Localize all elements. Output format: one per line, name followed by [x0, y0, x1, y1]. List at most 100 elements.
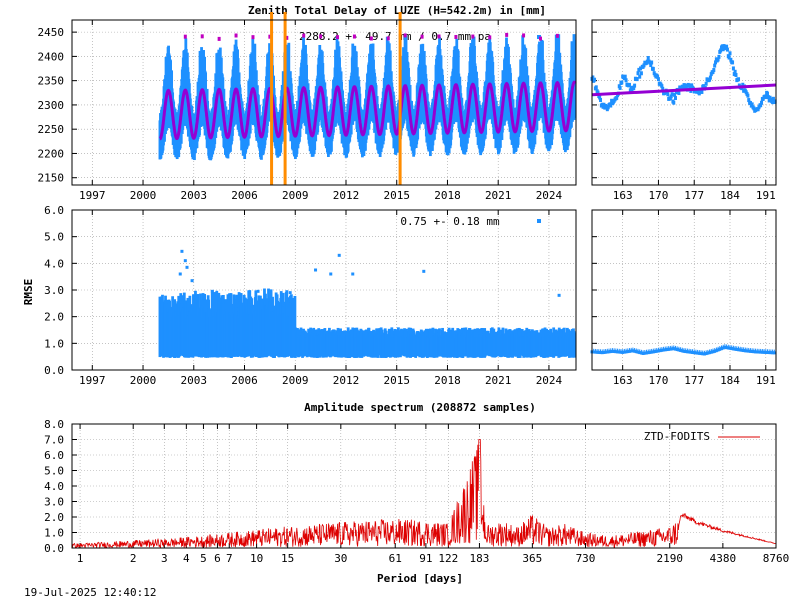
- rmse-recent-point: [616, 350, 620, 354]
- ztd-recent-point: [704, 81, 708, 86]
- ztd-recent-point: [661, 86, 665, 91]
- rmse-main-frame: [71, 209, 577, 371]
- spectrum-y-tick-label: 5.0: [44, 465, 64, 478]
- ztd-recent-point: [618, 85, 622, 90]
- ztd-main-x-tick-label: 2012: [333, 189, 360, 202]
- rmse-stats-annotation: 0.75 +- 0.18 mm: [400, 215, 500, 228]
- ztd-recent-point: [734, 72, 738, 77]
- rmse-recent-point: [599, 351, 603, 355]
- ztd-recent-point: [629, 85, 633, 90]
- rmse-recent-point: [592, 350, 596, 354]
- rmse-main-x-tick-label: 2006: [231, 374, 258, 387]
- rmse-outlier-point: [224, 299, 228, 303]
- ztd-recent-x-tick-label: 163: [613, 189, 633, 202]
- ztd-recent-point: [642, 63, 646, 68]
- ztd-recent-point: [725, 44, 729, 49]
- rmse-recent-point: [721, 346, 725, 350]
- ztd-recent-point: [733, 69, 737, 74]
- ztd-outlier-point: [538, 36, 542, 41]
- spectrum-x-tick-label: 2190: [656, 552, 683, 565]
- ztd-main-x-tick-label: 2024: [536, 189, 563, 202]
- spectrum-y-tick-label: 2.0: [44, 511, 64, 524]
- rmse-main-x-tick-label: 2000: [130, 374, 157, 387]
- ztd-recent-point: [636, 71, 640, 76]
- ztd-recent-point: [714, 60, 718, 65]
- rmse-recent-point: [612, 350, 616, 354]
- ztd-recent-point: [766, 95, 770, 100]
- rmse-recent-point: [660, 348, 664, 352]
- ztd-recent-point: [697, 91, 701, 96]
- rmse-recent-point: [726, 346, 730, 350]
- spectrum-title: Amplitude spectrum (208872 samples): [304, 401, 536, 414]
- ztd-main-y-tick-label: 2250: [38, 123, 65, 136]
- rmse-recent-point: [769, 351, 773, 355]
- spectrum-y-tick-label: 6.0: [44, 449, 64, 462]
- rmse-recent-point: [713, 349, 717, 353]
- rmse-recent-point: [718, 347, 722, 351]
- rmse-recent-point: [771, 351, 775, 355]
- rmse-recent-point: [656, 349, 660, 353]
- ztd-recent-point: [673, 96, 677, 101]
- ztd-recent-point: [700, 89, 704, 94]
- ztd-recent-point: [648, 60, 652, 65]
- ztd-recent-point: [737, 77, 741, 82]
- spectrum-x-tick-label: 91: [419, 552, 432, 565]
- ztd-recent-point: [741, 82, 745, 87]
- spectrum-y-tick-label: 8.0: [44, 418, 64, 431]
- ztd-recent-point: [725, 47, 729, 52]
- ztd-outlier-point: [454, 34, 458, 39]
- ztd-model-curve: [159, 80, 577, 141]
- rmse-recent-point: [604, 350, 608, 354]
- spectrum-x-tick-label: 5: [200, 552, 207, 565]
- rmse-outlier-point: [288, 291, 292, 295]
- ztd-recent-frame: [591, 19, 777, 186]
- spectrum-x-tick-label: 1: [77, 552, 84, 565]
- ztd-outlier-point: [183, 34, 187, 39]
- rmse-recent-point: [765, 350, 769, 354]
- rmse-recent-point: [605, 350, 609, 354]
- rmse-main-x-tick-label: 2003: [181, 374, 208, 387]
- rmse-outlier-point: [280, 296, 284, 300]
- ztd-recent-point: [651, 66, 655, 71]
- ztd-recent-point: [600, 102, 604, 107]
- ztd-outlier-point: [268, 34, 272, 39]
- ztd-recent-point: [716, 57, 720, 62]
- rmse-outlier-point: [329, 272, 333, 276]
- rmse-recent-point: [733, 347, 737, 351]
- rmse-recent-point: [607, 350, 611, 354]
- rmse-main-y-tick-label: 4.0: [44, 257, 64, 270]
- spectrum-x-tick-label: 8760: [763, 552, 790, 565]
- ztd-main-x-tick-label: 2000: [130, 189, 157, 202]
- rmse-recent-point: [694, 351, 698, 355]
- rmse-main-y-tick-label: 5.0: [44, 231, 64, 244]
- ztd-recent-point: [632, 86, 636, 91]
- ztd-main-x-tick-label: 2006: [231, 189, 258, 202]
- rmse-recent-point: [719, 347, 723, 351]
- ztd-recent-point: [674, 90, 678, 95]
- rmse-recent-point: [600, 351, 604, 355]
- rmse-outlier-point: [183, 259, 187, 263]
- ztd-recent-point: [609, 103, 613, 108]
- ztd-recent-point: [746, 93, 750, 98]
- rmse-recent-point: [595, 350, 599, 354]
- spectrum-y-tick-label: 1.0: [44, 527, 64, 540]
- spectrum-x-tick-label: 183: [470, 552, 490, 565]
- rmse-recent-point: [745, 349, 749, 353]
- rmse-axis-label: RMSE: [22, 279, 35, 306]
- rmse-main-y-tick-label: 6.0: [44, 204, 64, 217]
- rmse-outlier-point: [256, 289, 260, 293]
- rmse-recent-point: [740, 348, 744, 352]
- rmse-recent-point: [747, 349, 751, 353]
- ztd-recent-point: [604, 104, 608, 109]
- ztd-recent-point: [594, 85, 598, 90]
- ztd-recent-point: [765, 91, 769, 96]
- spectrum-x-tick-label: 4: [183, 552, 190, 565]
- rmse-recent-point: [709, 350, 713, 354]
- rmse-recent-x-tick-label: 184: [720, 374, 740, 387]
- ztd-main-x-tick-label: 2015: [383, 189, 410, 202]
- ztd-recent-point: [720, 44, 724, 49]
- ztd-recent-point: [752, 106, 756, 111]
- rmse-recent-point: [702, 352, 706, 356]
- rmse-recent-point: [706, 351, 710, 355]
- ztd-main-y-tick-label: 2300: [38, 99, 65, 112]
